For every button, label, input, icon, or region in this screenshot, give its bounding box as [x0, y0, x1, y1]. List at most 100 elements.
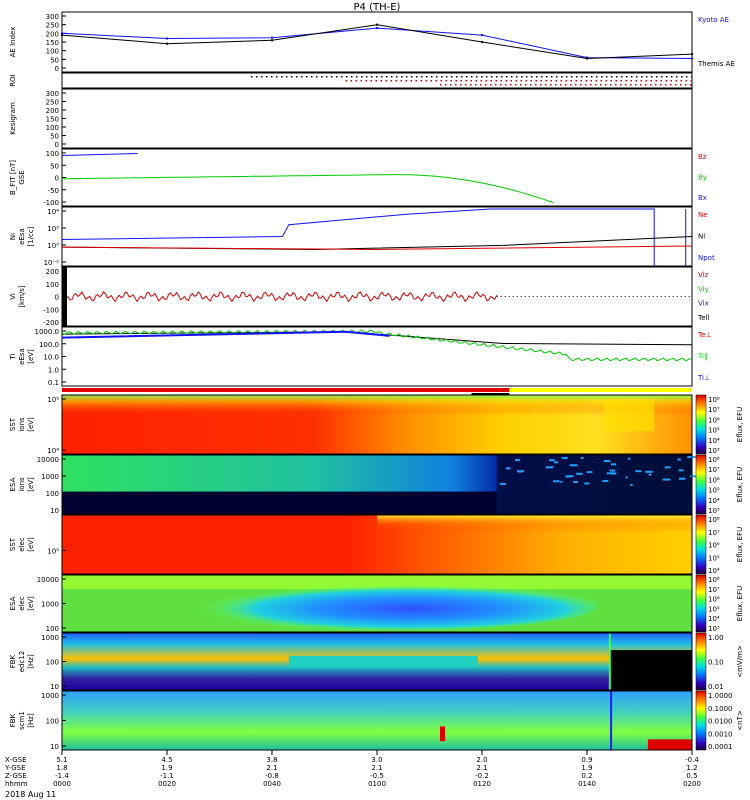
x-tick-label: 2.1	[266, 764, 277, 772]
y-tick-label: 1000	[41, 692, 59, 700]
colorbar: 1.000.100.01<mV/m>	[696, 633, 744, 691]
roi-dot	[436, 76, 438, 78]
esa1-noise	[611, 472, 615, 474]
ae-series-themis	[62, 25, 692, 59]
roi-dot	[426, 80, 428, 82]
roi-dot	[605, 84, 607, 86]
roi-dot	[351, 80, 353, 82]
roi-dot	[585, 84, 587, 86]
roi-dot	[610, 84, 612, 86]
roi-dot	[676, 80, 678, 82]
esa1-noise	[549, 459, 555, 461]
roi-dot	[505, 84, 507, 86]
roi-dot	[376, 80, 378, 82]
colorbar-label: Eflux, EFU	[736, 407, 744, 442]
roi-dot	[546, 80, 548, 82]
y-axis-label: [1/cc]	[27, 226, 35, 246]
esa1-noise	[649, 474, 652, 476]
roi-dot	[386, 80, 388, 82]
esa1-noise	[630, 484, 632, 486]
y-tick-label: 1000	[41, 634, 59, 642]
y-tick-label: 50	[50, 162, 59, 170]
ae-point	[691, 57, 693, 59]
mode-bar-fast	[62, 388, 509, 392]
roi-dot	[520, 84, 522, 86]
roi-dot	[680, 84, 682, 86]
roi-dot	[515, 84, 517, 86]
roi-dot	[681, 80, 683, 82]
roi-dot	[686, 76, 688, 78]
colorbar-label: <mV/m>	[736, 645, 744, 678]
x-tick-label: 0020	[158, 780, 176, 788]
colorbar-scale	[696, 633, 706, 690]
roi-dot	[451, 76, 453, 78]
y-tick-label: 10⁵	[47, 396, 59, 404]
roi-dot	[546, 76, 548, 78]
y-axis-label: [eV]	[27, 349, 35, 364]
roi-dot	[456, 80, 458, 82]
fbk2-spike	[610, 691, 612, 750]
roi-dot	[486, 76, 488, 78]
y-tick-label: 0	[55, 65, 59, 73]
roi-dot	[495, 84, 497, 86]
y-axis-label: eEsa	[18, 228, 26, 245]
esa1-noise	[518, 471, 522, 473]
roi-dot	[591, 76, 593, 78]
y-axis-label: FBK	[9, 654, 17, 668]
y-tick-label: 10	[50, 507, 59, 515]
y-axis-label: ESA	[9, 596, 17, 610]
ae-point	[586, 57, 588, 59]
roi-dot	[461, 80, 463, 82]
x-tick-label: 1.2	[686, 764, 697, 772]
roi-dot	[525, 84, 527, 86]
roi-dot	[636, 76, 638, 78]
roi-dot	[625, 84, 627, 86]
roi-dot	[500, 84, 502, 86]
esa1-noise	[570, 464, 578, 466]
colorbar-tick-label: 10⁷	[708, 406, 720, 414]
roi-dot	[611, 80, 613, 82]
y-tick-label: 10⁻²	[44, 259, 60, 267]
esa1-noise	[645, 471, 653, 473]
roi-dot	[626, 80, 628, 82]
mode-bar-slow	[509, 388, 692, 392]
x-tick-label: 2.0	[476, 756, 487, 764]
roi-dot	[271, 76, 273, 78]
ae-point	[481, 41, 483, 43]
roi-dot	[391, 80, 393, 82]
y-tick-label: 100.0	[39, 341, 59, 349]
roi-dot	[551, 80, 553, 82]
roi-dot	[651, 76, 653, 78]
roi-dot	[311, 76, 313, 78]
roi-dot	[401, 76, 403, 78]
y-tick-label: 200	[46, 107, 59, 115]
roi-dot	[615, 84, 617, 86]
y-tick-label: -100	[43, 306, 59, 314]
colorbar-scale	[696, 455, 706, 514]
x-tick-label: 0000	[53, 780, 71, 788]
y-axis-label: ions	[18, 477, 26, 492]
roi-dot	[596, 80, 598, 82]
roi-dot	[616, 80, 618, 82]
y-axis-label: ions	[18, 417, 26, 432]
x-tick-label: 2.1	[476, 764, 487, 772]
roi-dot	[480, 84, 482, 86]
esa1-noise	[690, 456, 696, 458]
roi-dot	[356, 76, 358, 78]
colorbar: 10⁸10⁷10⁶10⁵10⁴10³Eflux, EFU	[696, 575, 744, 633]
colorbar: 10⁸10⁷10⁶10⁵10⁴10³Eflux, EFU	[696, 455, 744, 515]
roi-dot	[376, 76, 378, 78]
roi-dot	[291, 76, 293, 78]
roi-dot	[521, 80, 523, 82]
roi-dot	[555, 84, 557, 86]
roi-dot	[471, 80, 473, 82]
roi-dot	[511, 76, 513, 78]
y-tick-label: 10⁴	[47, 208, 59, 216]
panel-vi: Vi [km/s]2001000-100-200VizViyVixTell	[9, 267, 709, 327]
colorbar-tick-label: 10⁷	[708, 466, 720, 474]
roi-dot	[366, 76, 368, 78]
x-tick-label: 0.9	[581, 756, 592, 764]
esa1-noise	[677, 458, 680, 460]
roi-dot	[550, 84, 552, 86]
x-tick-label: 3.0	[371, 756, 382, 764]
